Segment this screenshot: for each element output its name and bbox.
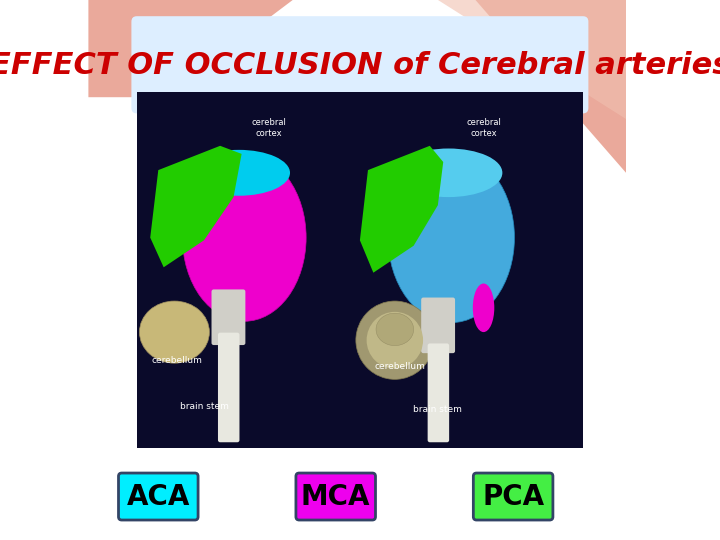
Ellipse shape [366,312,423,368]
Text: ACA: ACA [127,483,190,511]
Ellipse shape [376,313,414,346]
Text: cerebellum: cerebellum [152,356,202,366]
Polygon shape [360,146,444,273]
Polygon shape [150,146,242,267]
Polygon shape [89,0,293,97]
Ellipse shape [182,154,306,321]
FancyBboxPatch shape [473,473,553,520]
FancyBboxPatch shape [428,343,449,442]
Ellipse shape [356,301,434,379]
Ellipse shape [140,301,210,363]
Text: brain stem: brain stem [413,405,462,414]
FancyBboxPatch shape [218,333,240,442]
Polygon shape [400,0,626,173]
FancyBboxPatch shape [137,92,583,448]
Ellipse shape [395,148,503,197]
Text: brain stem: brain stem [179,402,228,411]
Text: PCA: PCA [482,483,544,511]
Ellipse shape [388,152,515,322]
Ellipse shape [473,284,495,332]
Ellipse shape [188,150,290,195]
Text: cerebellum: cerebellum [375,362,426,371]
FancyBboxPatch shape [421,298,455,353]
FancyBboxPatch shape [212,289,246,345]
Text: MCA: MCA [301,483,371,511]
Text: cerebral
cortex: cerebral cortex [466,118,501,138]
FancyBboxPatch shape [132,16,588,113]
Text: cerebral
cortex: cerebral cortex [251,118,286,138]
Text: EFFECT OF OCCLUSION of Cerebral arteries: EFFECT OF OCCLUSION of Cerebral arteries [0,51,720,80]
FancyBboxPatch shape [296,473,376,520]
FancyBboxPatch shape [119,473,198,520]
Polygon shape [438,0,626,119]
